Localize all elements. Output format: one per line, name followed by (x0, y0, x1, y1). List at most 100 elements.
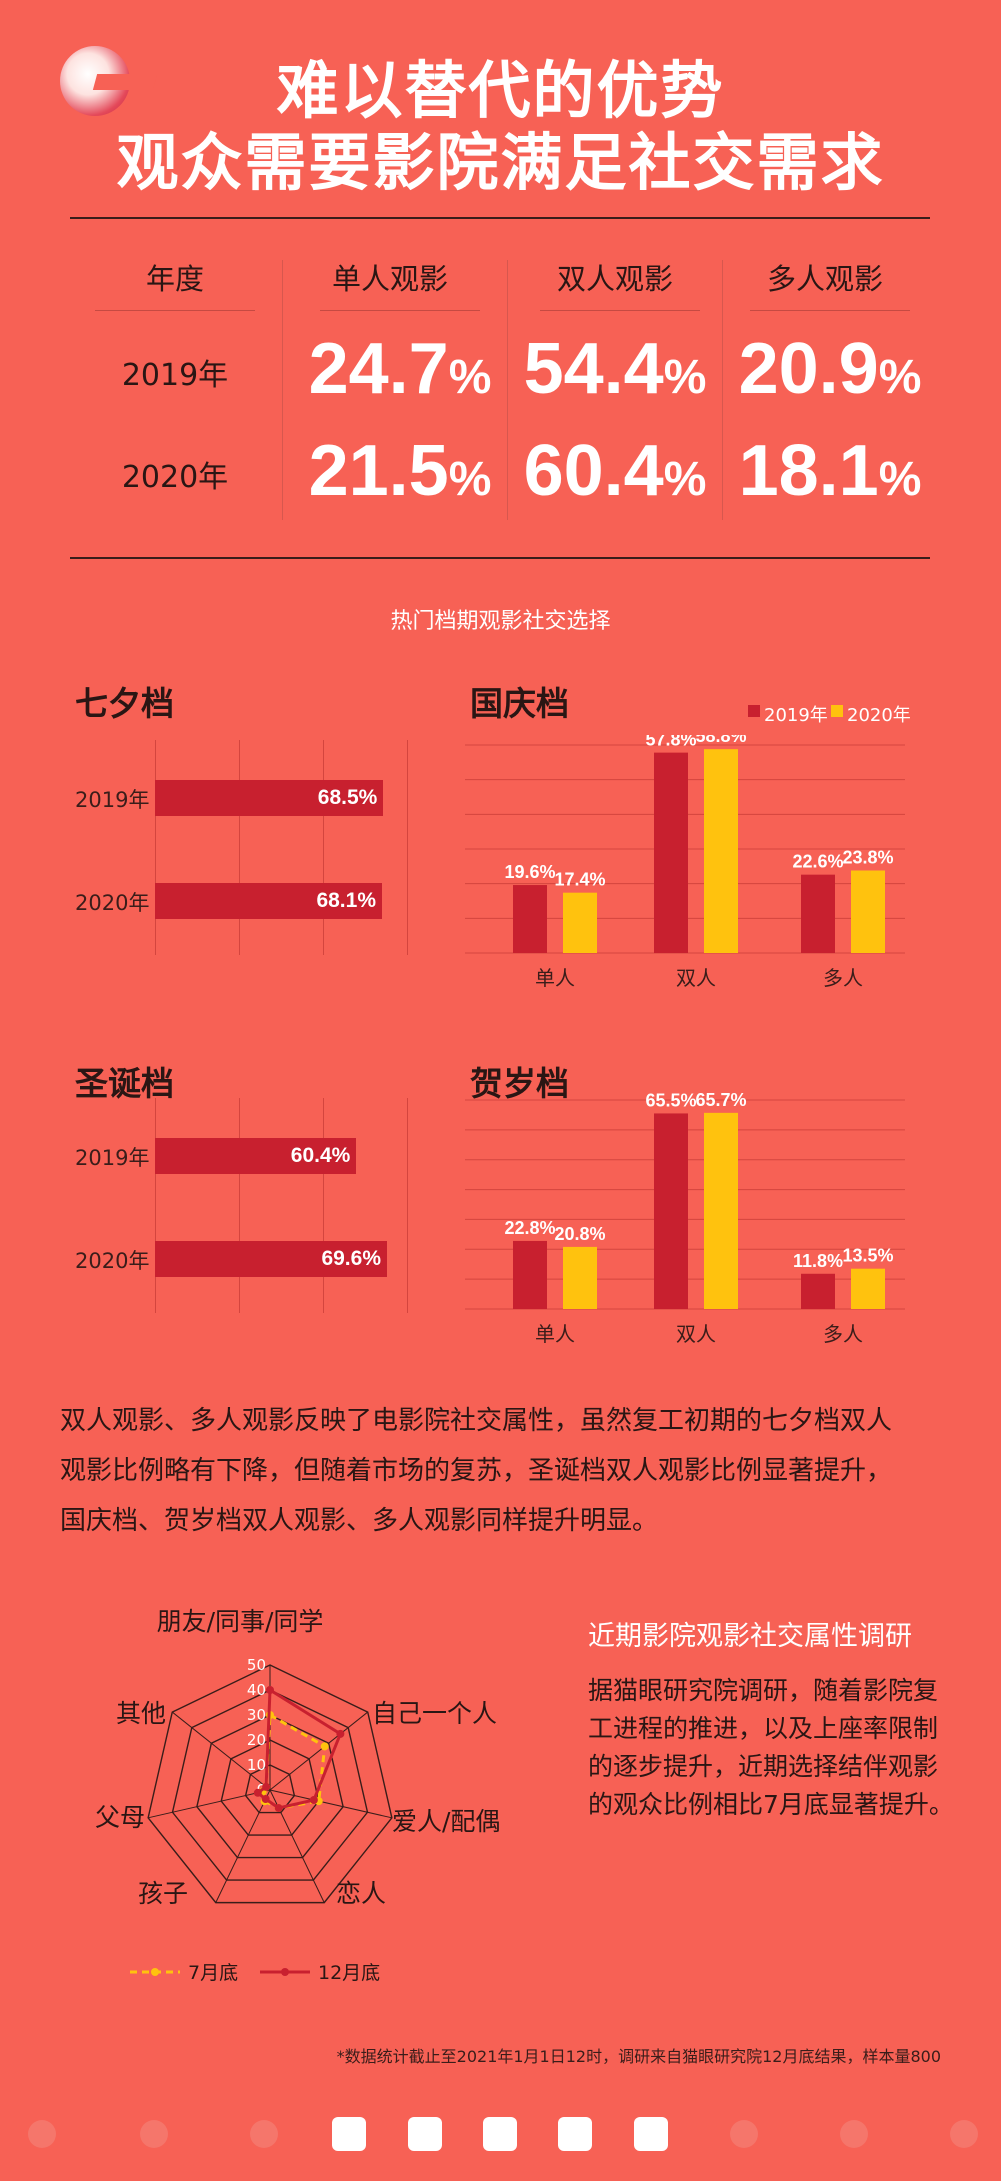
gridline (323, 1098, 324, 1313)
carousel-dot[interactable] (634, 2117, 668, 2151)
radar-chart: 01020304050朋友/同事/同学自己一个人爱人/配偶恋人孩子父母其他7月底… (95, 1607, 500, 1984)
bar-value-label: 68.1% (316, 889, 376, 912)
bar (801, 874, 835, 953)
title-line-2: 观众需要影院满足社交需求 (116, 126, 885, 199)
gridline (239, 1098, 240, 1313)
radar-spoke (269, 1711, 369, 1791)
bar-value-label: 13.5% (842, 1246, 893, 1266)
x-tick-label: 双人 (676, 1322, 716, 1346)
title-line-1: 难以替代的优势 (276, 54, 725, 127)
pct-2020-group: 18.1% (738, 431, 922, 511)
radar-tick-label: 30 (247, 1706, 266, 1724)
y-tick-label: 2019年 (75, 788, 150, 812)
bar-value-label: 65.7% (695, 1090, 746, 1110)
x-tick-label: 双人 (676, 966, 716, 990)
radar-ring (220, 1739, 320, 1836)
radar-point (336, 1729, 345, 1738)
x-tick-label: 单人 (535, 1322, 575, 1346)
radar-legend-label: 12月底 (318, 1962, 380, 1984)
radar-point (262, 1782, 271, 1791)
bar (563, 892, 597, 953)
radar-axis-label: 其他 (116, 1699, 166, 1728)
radar-axis-label: 父母 (95, 1803, 145, 1832)
decorative-dot (730, 2120, 758, 2148)
radar-ring (171, 1689, 369, 1881)
radar-tick-label: 40 (247, 1681, 266, 1699)
bar (851, 870, 885, 953)
legend-swatch-2019 (748, 705, 760, 717)
table-header-year: 年度 (145, 262, 204, 296)
bar-value-label: 11.8% (793, 1251, 843, 1271)
bar (155, 1138, 357, 1174)
bar (801, 1273, 835, 1309)
radar-axis-label: 恋人 (336, 1879, 386, 1908)
y-tick-label: 2020年 (75, 1249, 150, 1273)
bar-value-label: 58.8% (695, 735, 746, 746)
bar (851, 1268, 885, 1309)
chart-title-shengdan: 圣诞档 (75, 1064, 174, 1103)
guoqing-bar-chart: 19.6%17.4% 单人 57.8%58.8% 双人 22.6%23.8% 多人 (465, 735, 905, 990)
radar-axis-label: 自己一个人 (372, 1699, 497, 1728)
header-underline (320, 310, 480, 311)
bar-value-label: 22.6% (792, 852, 843, 872)
column-divider (282, 260, 283, 520)
gridline (155, 740, 156, 955)
radar-point (261, 1795, 270, 1804)
pct-2020-single: 21.5% (308, 431, 492, 511)
radar-ring (244, 1764, 296, 1814)
carousel-dot[interactable] (408, 2117, 442, 2151)
bar-value-label: 60.4% (290, 1144, 351, 1167)
survey-line: 工进程的推进，以及上座率限制 (588, 1714, 939, 1743)
table-header-single: 单人观影 (331, 262, 448, 296)
radar-point (266, 1686, 274, 1694)
header-underline (95, 310, 255, 311)
radar-point (309, 1796, 318, 1805)
pct-2019-double: 54.4% (523, 329, 707, 409)
decorative-dot (950, 2120, 978, 2148)
footnote: *数据统计截止至2021年1月1日12时，调研来自猫眼研究院12月底结果，样本量… (336, 2047, 941, 2066)
column-divider (722, 260, 723, 520)
radar-point (320, 1742, 329, 1751)
bar-value-label: 19.6% (504, 862, 555, 882)
radar-tick-label: 50 (247, 1656, 266, 1674)
column-divider (507, 260, 508, 520)
pct-2019-group: 20.9% (738, 329, 922, 409)
carousel-dot[interactable] (558, 2117, 592, 2151)
x-tick-label: 多人 (823, 966, 863, 990)
bar (513, 885, 547, 953)
charts-caption: 热门档期观影社交选择 (390, 609, 611, 634)
radar-axis-label: 爱人/配偶 (392, 1807, 500, 1836)
bar-value-label: 65.5% (645, 1090, 696, 1110)
radar-legend-point (151, 1968, 159, 1976)
legend-swatch-2020 (831, 705, 843, 717)
carousel-dot[interactable] (332, 2117, 366, 2151)
bar (704, 1112, 738, 1309)
x-tick-label: 多人 (823, 1322, 863, 1346)
stats-table: 年度 单人观影 双人观影 多人观影 2019年 24.7% 54.4% 20.9… (70, 240, 930, 530)
bar-value-label: 23.8% (842, 847, 893, 867)
table-header-group: 多人观影 (766, 262, 883, 296)
bar (563, 1246, 597, 1309)
bar (654, 1113, 688, 1309)
survey-line: 据猫眼研究院调研，随着影院复 (588, 1676, 939, 1705)
bar-value-label: 57.8% (645, 735, 696, 750)
bar (654, 752, 688, 953)
gridline (407, 1098, 408, 1313)
pct-2020-double: 60.4% (523, 431, 707, 511)
bar-value-label: 22.8% (504, 1218, 555, 1238)
y-tick-label: 2019年 (75, 1146, 150, 1170)
bar (704, 749, 738, 953)
summary-line: 观影比例略有下降，但随着市场的复苏，圣诞档双人观影比例显著提升， (60, 1456, 893, 1486)
survey-line: 的观众比例相比7月底显著提升。 (588, 1790, 954, 1819)
summary-line: 双人观影、多人观影反映了电影院社交属性，虽然复工初期的七夕档双人 (60, 1406, 893, 1436)
chart-title-guoqing: 国庆档 (470, 684, 569, 723)
decorative-dot (140, 2120, 168, 2148)
carousel-dot[interactable] (483, 2117, 517, 2151)
bar-value-label: 68.5% (317, 786, 378, 809)
row-year-2020: 2020年 (121, 460, 229, 495)
y-tick-label: 2020年 (75, 891, 150, 915)
radar-legend-label: 7月底 (188, 1962, 238, 1984)
summary-paragraph: 双人观影、多人观影反映了电影院社交属性，虽然复工初期的七夕档双人 观影比例略有下… (60, 1396, 950, 1546)
bottom-rule (70, 557, 930, 559)
radar-legend-point (281, 1968, 289, 1976)
